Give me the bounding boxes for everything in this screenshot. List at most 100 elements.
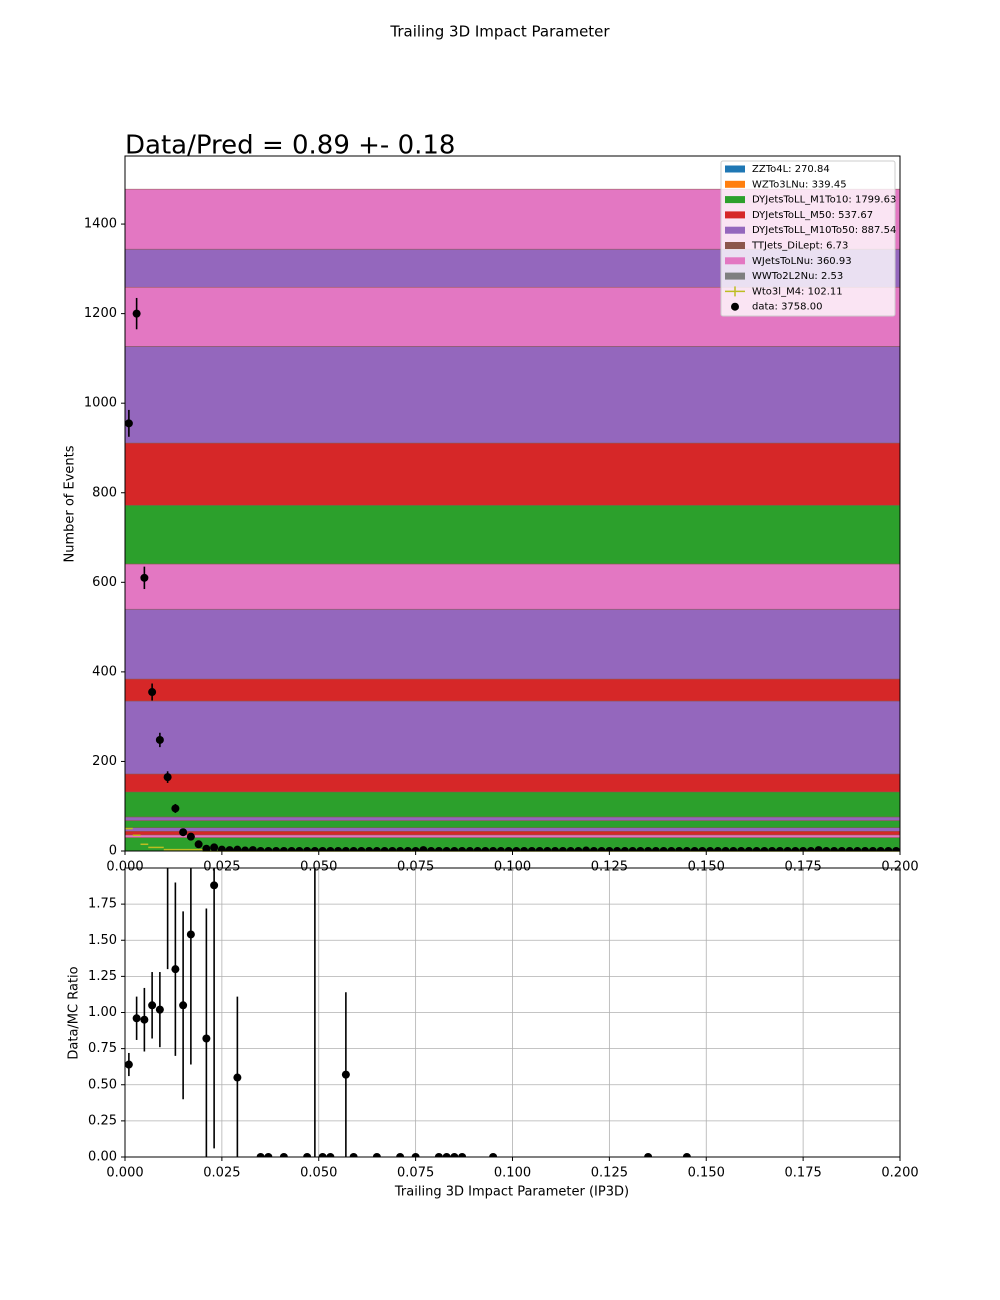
data-point [644,847,653,851]
data-point [861,847,870,851]
data-point [504,847,513,851]
legend-label: DYJetsToLL_M50: 537.67 [752,210,873,221]
x-tick-label: 0.100 [494,1166,531,1181]
legend-label: DYJetsToLL_M10To50: 887.54 [752,225,896,236]
data-point [272,847,281,851]
data-point [682,847,691,851]
y-tick-label: 400 [92,664,117,679]
stack-segment [124,831,901,836]
data-point [303,847,312,851]
data-point [729,847,738,851]
data-points [125,868,691,1157]
data-point [892,847,900,851]
data-point [202,844,211,851]
data-point [473,847,482,851]
x-tick-label: 0.150 [688,860,725,875]
data-point [256,847,265,851]
data-point [210,881,219,890]
data-point [148,688,157,697]
data-point [442,1153,451,1157]
legend-swatch [725,165,745,173]
data-point [814,846,823,851]
legend-swatch [725,226,745,234]
data-point [613,847,622,851]
data-point [217,845,226,851]
data-point [558,847,567,851]
data-point [481,847,490,851]
y-tick-label: 1.00 [88,1005,117,1020]
legend-label: Wto3l_M4: 102.11 [752,286,843,297]
stack-segment [124,563,901,610]
data-point [186,832,195,841]
y-tick-label: 0.75 [88,1041,117,1056]
data-point [628,847,637,851]
data-point [845,847,854,851]
x-axis-label: Trailing 3D Impact Parameter (IP3D) [394,1185,629,1200]
data-point [256,1153,265,1157]
data-point [582,846,591,851]
data-point [806,847,815,851]
data-point [326,1153,335,1157]
x-tick-label: 0.000 [106,1166,143,1181]
stack-segment [124,608,901,680]
data-point [318,1153,327,1157]
data-point [884,847,893,851]
data-point [566,847,575,851]
data-point [489,847,498,851]
stack-segment [124,700,901,775]
data-point [132,309,141,318]
data-point [434,847,443,851]
data-point [264,847,273,851]
data-point [225,846,234,851]
data-point [737,847,746,851]
y-tick-label: 600 [92,575,117,590]
data-point [279,847,288,851]
data-point [721,847,730,851]
y-tick-label: 0.00 [88,1150,117,1165]
data-point [155,1005,164,1014]
data-point [411,1153,420,1157]
legend-swatch [725,180,745,188]
data-point [868,847,877,851]
y-axis-label: Number of Events [63,445,78,562]
y-tick-label: 200 [92,754,117,769]
data-point [574,847,583,851]
data-point [644,1153,653,1157]
data-point [295,847,304,851]
data-point [171,965,180,974]
data-point [589,847,598,851]
data-point [760,847,769,851]
data-points [125,297,900,851]
data-point [791,847,800,851]
data-point [698,847,707,851]
data-point [465,847,474,851]
data-point [341,1070,350,1079]
stack-segment [124,827,901,832]
stack-segment [124,678,901,702]
data-point [822,847,831,851]
data-point [744,847,753,851]
data-point [179,1001,188,1010]
data-point [713,847,722,851]
legend-label: WWTo2L2Nu: 2.53 [752,271,843,282]
data-point [334,847,343,851]
axes-frame [124,867,901,1158]
data-point [512,847,521,851]
data-point [876,847,885,851]
data-point [783,847,792,851]
data-point [132,1014,141,1023]
y-axis-label: Data/MC Ratio [67,966,82,1059]
data-point [357,847,366,851]
data-point [690,847,699,851]
data-point [551,847,560,851]
x-tick-label: 0.200 [881,1166,918,1181]
x-tick-label: 0.075 [397,860,434,875]
data-point [636,847,645,851]
data-point [489,1153,498,1157]
data-point [775,847,784,851]
data-point [830,847,839,851]
data-point [140,573,149,582]
data-point [659,847,668,851]
legend-swatch [725,257,745,265]
y-tick-label: 800 [92,485,117,500]
